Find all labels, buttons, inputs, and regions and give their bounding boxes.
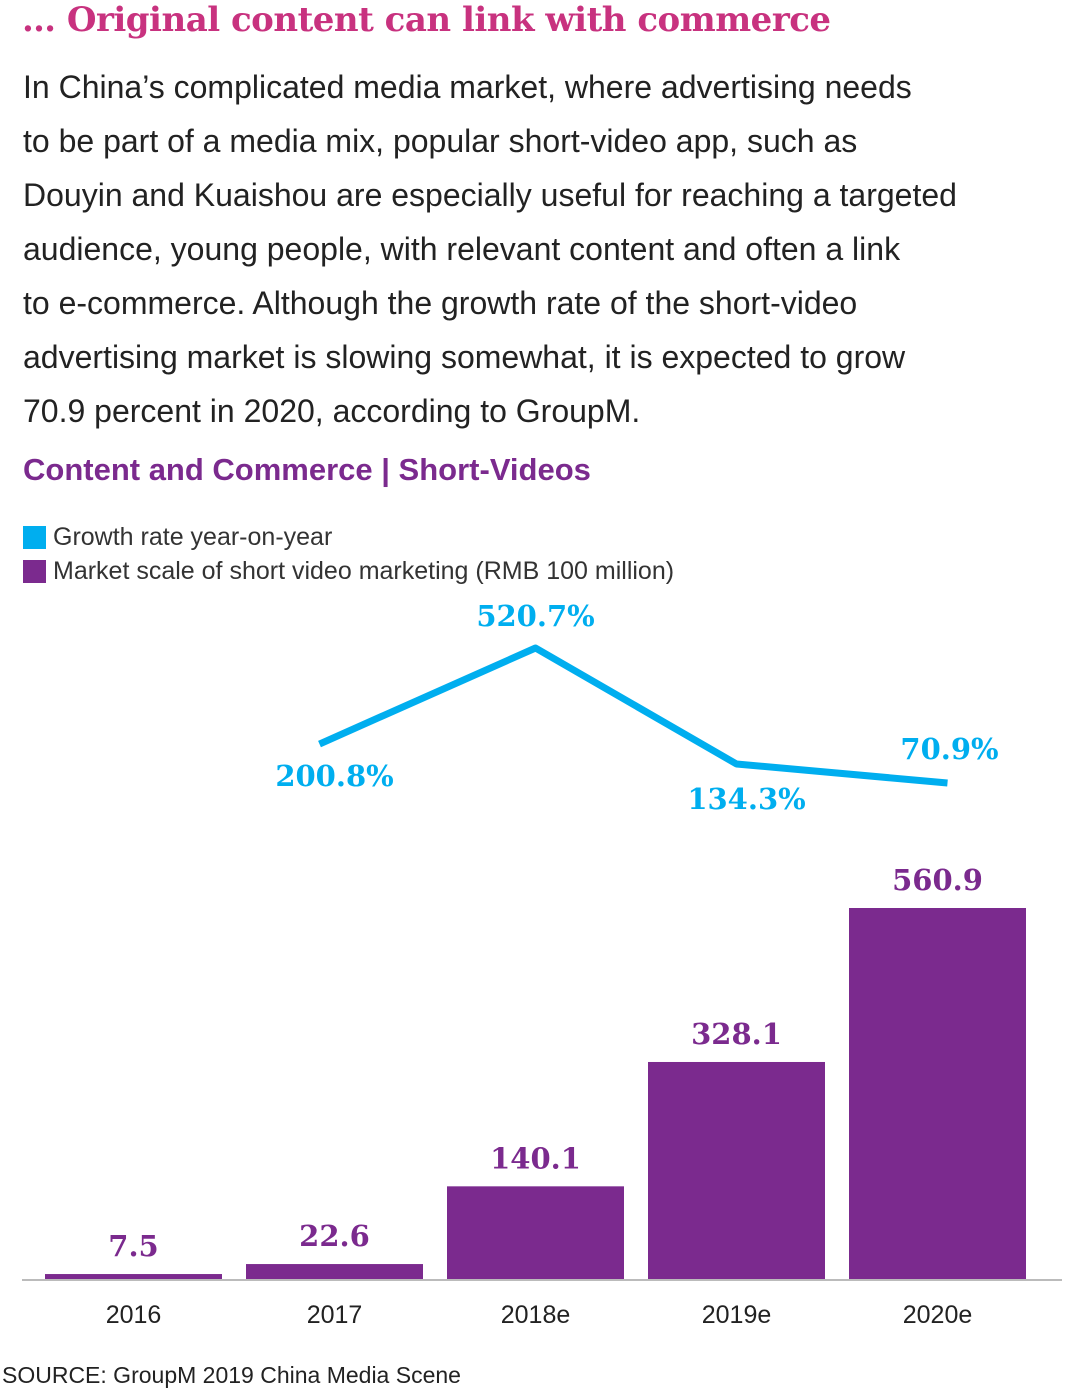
bar-2017 xyxy=(246,1264,423,1279)
x-tick-label: 2019e xyxy=(702,1301,772,1329)
bar-2018e xyxy=(447,1186,624,1279)
growth-rate-line xyxy=(318,644,948,787)
legend-label-market-scale: Market scale of short video marketing (R… xyxy=(53,556,675,585)
article-heading: … Original content can link with commerc… xyxy=(22,0,831,40)
growth-value-label: 200.8% xyxy=(275,759,393,793)
legend-swatch-bar xyxy=(23,559,46,583)
x-tick-label: 2018e xyxy=(501,1301,571,1329)
legend-entry-growth-rate: Growth rate year-on-year xyxy=(23,520,674,554)
paragraph-line: In China’s complicated media market, whe… xyxy=(23,69,912,105)
bar-value-label: 22.6 xyxy=(299,1219,370,1253)
x-tick-label: 2020e xyxy=(903,1301,973,1329)
bar-2016 xyxy=(45,1274,222,1279)
growth-value-label: 520.7% xyxy=(476,599,594,633)
legend-entry-market-scale: Market scale of short video marketing (R… xyxy=(23,554,674,588)
bar-2020e xyxy=(849,908,1026,1279)
paragraph-line: advertising market is slowing somewhat, … xyxy=(23,339,906,375)
x-tick-label: 2017 xyxy=(307,1301,363,1329)
bar-value-label: 328.1 xyxy=(691,1017,782,1051)
paragraph-line: to be part of a media mix, popular short… xyxy=(23,123,858,159)
x-tick-label: 2016 xyxy=(106,1301,162,1329)
growth-value-label: 134.3% xyxy=(687,782,805,816)
chart-legend: Growth rate year-on-year Market scale of… xyxy=(23,520,674,588)
bar-value-label: 560.9 xyxy=(892,863,983,897)
paragraph-line: audience, young people, with relevant co… xyxy=(23,231,901,267)
growth-value-label: 70.9% xyxy=(900,732,998,766)
body-paragraph: In China’s complicated media market, whe… xyxy=(23,60,1063,438)
bar-value-label: 7.5 xyxy=(108,1229,158,1263)
paragraph-line: 70.9 percent in 2020, according to Group… xyxy=(23,393,641,429)
legend-label-growth-rate: Growth rate year-on-year xyxy=(53,522,333,551)
chart-title: Content and Commerce | Short-Videos xyxy=(23,452,591,487)
paragraph-line: to e-commerce. Although the growth rate … xyxy=(23,285,858,321)
bar-value-label: 140.1 xyxy=(490,1141,581,1175)
legend-swatch-line xyxy=(23,525,46,549)
bar-2019e xyxy=(648,1061,825,1279)
paragraph-line: Douyin and Kuaishou are especially usefu… xyxy=(23,177,957,213)
source-note: SOURCE: GroupM 2019 China Media Scene xyxy=(2,1362,461,1388)
